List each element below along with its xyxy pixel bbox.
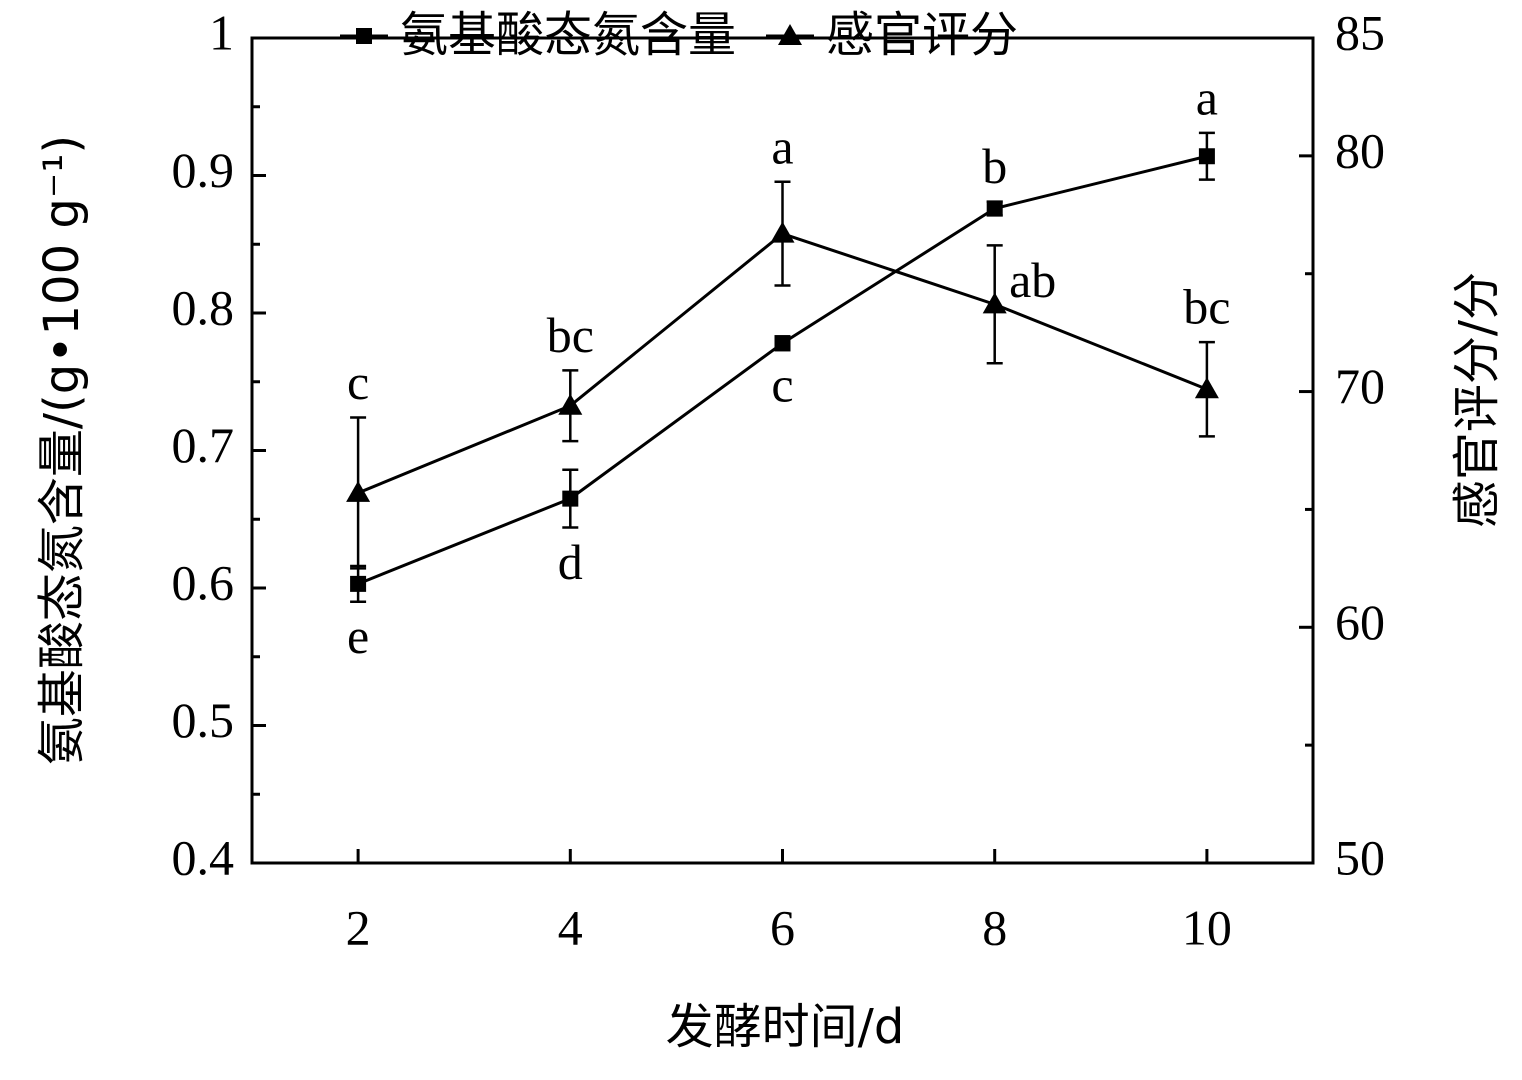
x-tick-label: 6: [770, 899, 795, 955]
data-point: [986, 200, 1003, 217]
legend-label: 氨基酸态氮含量: [400, 7, 736, 63]
y-tick-label: 0.5: [172, 692, 235, 748]
data-point: [770, 221, 795, 243]
y-axis-label: 氨基酸态氮含量/(g•100 g⁻¹): [34, 135, 90, 765]
significance-label: d: [558, 534, 583, 590]
significance-label: a: [1196, 69, 1218, 125]
x-tick-label: 8: [982, 899, 1007, 955]
significance-label: e: [347, 608, 369, 664]
data-point: [562, 490, 579, 507]
legend-marker: [778, 24, 802, 45]
significance-label: bc: [1183, 279, 1230, 335]
y2-tick-label: 85: [1335, 4, 1385, 60]
x-tick-label: 4: [558, 899, 583, 955]
data-point: [982, 292, 1007, 314]
significance-label: c: [347, 354, 369, 410]
y-tick-label: 0.6: [172, 554, 235, 610]
x-tick-label: 10: [1182, 899, 1232, 955]
x-tick-label: 2: [346, 899, 371, 955]
y2-tick-label: 80: [1335, 122, 1385, 178]
y-tick-label: 1: [209, 4, 234, 60]
significance-label: bc: [547, 307, 594, 363]
y2-tick-label: 60: [1335, 594, 1385, 650]
y2-tick-label: 70: [1335, 358, 1385, 414]
legend-marker: [356, 28, 372, 44]
significance-label: a: [771, 118, 793, 174]
y-tick-label: 0.9: [172, 142, 235, 198]
data-point: [1194, 377, 1219, 399]
y-tick-label: 0.7: [172, 417, 235, 473]
significance-label: ab: [1009, 252, 1056, 308]
y-tick-label: 0.4: [172, 829, 235, 885]
data-point: [558, 393, 583, 415]
data-point: [774, 335, 791, 352]
data-point: [1198, 148, 1215, 165]
x-axis-label: 发酵时间/d: [666, 999, 905, 1055]
legend-label: 感官评分: [826, 7, 1018, 63]
y2-tick-label: 50: [1335, 829, 1385, 885]
data-point: [350, 575, 367, 592]
y2-axis-label: 感官评分/分: [1449, 272, 1505, 528]
significance-label: b: [982, 138, 1007, 194]
data-point: [346, 480, 371, 502]
y-tick-label: 0.8: [172, 279, 235, 335]
significance-label: c: [771, 357, 793, 413]
